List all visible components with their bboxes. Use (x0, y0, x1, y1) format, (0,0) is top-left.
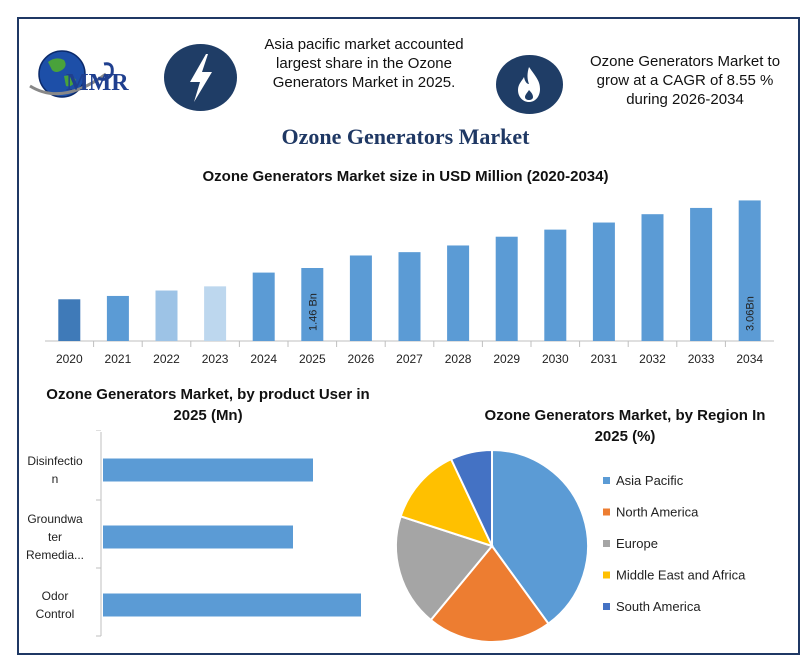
category-label-2-1: Control (36, 607, 75, 621)
mmr-logo (29, 50, 114, 98)
x-tick-label-2025: 2025 (299, 352, 326, 366)
bar-2021 (106, 295, 129, 341)
legend-label-0: Asia Pacific (616, 473, 684, 488)
bar-2030 (544, 229, 567, 341)
category-label-1-0: Groundwa (27, 512, 83, 526)
x-tick-label-2026: 2026 (348, 352, 375, 366)
bar-2020 (58, 299, 81, 341)
hbar-groundwater-remediation (103, 525, 293, 549)
legend-label-4: South America (616, 599, 701, 614)
legend-label-2: Europe (616, 536, 658, 551)
data-label-2034: 3.06Bn (745, 296, 757, 331)
pie-slice-asia-pacific (491, 448, 589, 626)
bar-2033 (690, 207, 713, 341)
legend-label-3: Middle East and Africa (616, 568, 746, 583)
category-label-2-0: Odor (42, 589, 69, 603)
x-tick-label-2029: 2029 (493, 352, 520, 366)
x-tick-label-2023: 2023 (202, 352, 229, 366)
x-tick-label-2030: 2030 (542, 352, 569, 366)
legend-swatch-4 (603, 603, 610, 610)
bar-2026 (349, 255, 372, 341)
hbar-odor-control (103, 593, 361, 617)
legend-label-1: North America (616, 505, 699, 520)
x-tick-label-2031: 2031 (591, 352, 618, 366)
data-label-2025: 1.46 Bn (307, 293, 319, 331)
x-tick-label-2021: 2021 (105, 352, 132, 366)
region-pie-chart: Asia Pacific North America Europe Middle Ea… (395, 448, 746, 643)
pie-slice-south-america (449, 448, 493, 547)
x-tick-label-2027: 2027 (396, 352, 423, 366)
hbar-disinfection (103, 458, 313, 482)
x-tick-label-2033: 2033 (688, 352, 715, 366)
x-tick-label-2024: 2024 (250, 352, 277, 366)
x-tick-label-2028: 2028 (445, 352, 472, 366)
pie-slice-europe (395, 515, 494, 622)
left-headline: Asia pacific market accounted largest sh… (264, 36, 464, 91)
bar-2023 (204, 286, 227, 341)
region-chart-title: Ozone Generators Market, by Region In 20… (484, 407, 766, 445)
bar-2029 (495, 236, 518, 341)
x-tick-label-2022: 2022 (153, 352, 180, 366)
bar-2031 (592, 222, 615, 341)
category-label-0-0: Disinfectio (27, 454, 83, 468)
bar-2027 (398, 252, 421, 341)
bar-2022 (155, 290, 178, 341)
bar-2032 (641, 214, 664, 341)
market-size-chart-title: Ozone Generators Market size in USD Mill… (202, 168, 609, 185)
x-tick-label-2032: 2032 (639, 352, 666, 366)
category-label-1-2: Remedia... (26, 548, 84, 562)
bar-2034 (738, 200, 761, 341)
bar-2028 (447, 245, 470, 341)
lightning-icon (164, 44, 237, 111)
pie-slice-north-america (429, 544, 550, 643)
flame-icon (496, 55, 563, 114)
legend-swatch-2 (603, 540, 610, 547)
pie-slice-middle-east-and-africa (399, 457, 494, 548)
category-label-1-1: ter (48, 530, 62, 544)
bar-2024 (252, 272, 275, 341)
page-title: Ozone Generators Market (281, 124, 530, 149)
market-size-bar-chart: 2020 2021 2022 2023 2024 2025 1.46 Bn 2026 2027 2… (45, 200, 774, 366)
x-tick-label-2020: 2020 (56, 352, 83, 366)
x-tick-label-2034: 2034 (736, 352, 763, 366)
legend-swatch-1 (603, 508, 610, 516)
bar-2025 (301, 268, 324, 341)
legend-swatch-0 (603, 477, 610, 484)
product-user-chart-title: Ozone Generators Market, by product User… (46, 386, 370, 424)
legend-swatch-3 (603, 571, 610, 579)
category-label-0-1: n (52, 472, 59, 486)
product-user-bar-chart: Disinfectio n Groundwa ter Remedia... Odor Con… (26, 430, 361, 637)
right-headline: Ozone Generators Market to grow at a CAG… (589, 53, 781, 108)
logo-text: MMR (66, 70, 129, 96)
